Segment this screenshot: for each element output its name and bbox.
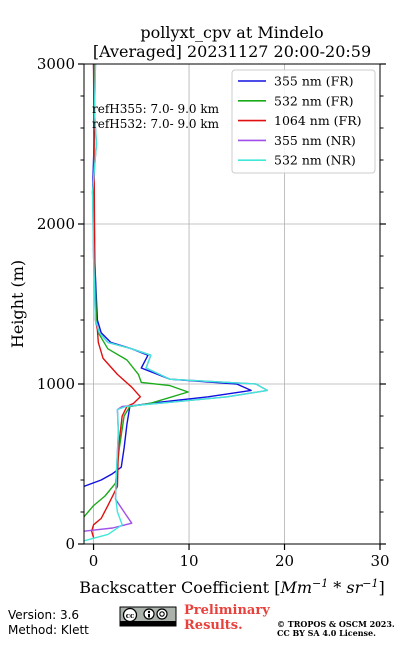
legend-label-0: 355 nm (FR) bbox=[274, 74, 354, 89]
x-tick-label: 20 bbox=[275, 552, 294, 570]
method-text: Method: Klett bbox=[8, 623, 89, 637]
chart-title: pollyxt_cpv at Mindelo bbox=[140, 23, 323, 42]
x-axis-label: Backscatter Coefficient [Mm−1 * sr−1] bbox=[79, 577, 384, 597]
preliminary-results-line1: Preliminary bbox=[184, 603, 270, 618]
legend-label-4: 532 nm (NR) bbox=[274, 153, 356, 168]
legend-box bbox=[231, 69, 376, 174]
series-lines bbox=[84, 64, 269, 542]
minor-ticks bbox=[80, 95, 384, 513]
x-tick-label: 0 bbox=[89, 552, 99, 570]
y-tick-label: 3000 bbox=[37, 55, 75, 73]
sa-icon bbox=[156, 608, 168, 620]
x-tick-label: 10 bbox=[179, 552, 198, 570]
plot-frame bbox=[83, 63, 381, 545]
svg-text:cc: cc bbox=[126, 611, 135, 620]
legend: 355 nm (FR) 532 nm (FR) 1064 nm (FR) 355 nm… bbox=[231, 69, 376, 174]
y-tick-label: 0 bbox=[65, 535, 75, 553]
x-tick-label: 30 bbox=[370, 552, 389, 570]
legend-label-1: 532 nm (FR) bbox=[274, 93, 354, 108]
copyright-line1: © TROPOS & OSCM 2023. bbox=[277, 619, 395, 629]
copyright-line2: CC BY SA 4.0 License. bbox=[277, 628, 376, 638]
legend-entries: 355 nm (FR) 532 nm (FR) 1064 nm (FR) 355 nm… bbox=[238, 74, 362, 168]
version-text: Version: 3.6 bbox=[8, 608, 79, 622]
y-tick-label: 1000 bbox=[37, 375, 75, 393]
y-tick-label: 2000 bbox=[37, 215, 75, 233]
cc-icon bbox=[122, 607, 138, 623]
ref-height-532-annotation: refH532: 7.0- 9.0 km bbox=[92, 117, 220, 131]
preliminary-results-line2: Results. bbox=[184, 618, 243, 633]
series-line-4 bbox=[84, 64, 269, 542]
series-line-2 bbox=[90, 64, 142, 538]
ref-height-355-annotation: refH355: 7.0- 9.0 km bbox=[92, 102, 220, 116]
legend-label-2: 1064 nm (FR) bbox=[274, 113, 362, 128]
legend-label-3: 355 nm (NR) bbox=[274, 133, 356, 148]
y-axis-label: Height (m) bbox=[8, 260, 27, 348]
axis-ticks: 0 10 20 30 0 1000 2000 3000 bbox=[37, 55, 390, 570]
chart-subtitle: [Averaged] 20231127 20:00-20:59 bbox=[93, 42, 371, 61]
cc-by-sa-badge: cc bbox=[119, 606, 177, 627]
